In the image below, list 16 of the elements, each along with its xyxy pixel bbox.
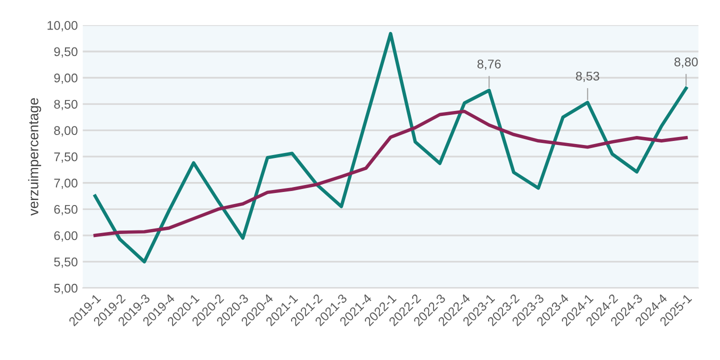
y-axis-title: verzuimpercentage <box>28 98 42 216</box>
y-tick-label: 5,00 <box>54 284 78 294</box>
y-tick-label: 5,50 <box>54 258 78 268</box>
line-series <box>93 110 688 238</box>
y-tick-label: 9,00 <box>54 74 78 84</box>
y-tick-label: 8,50 <box>54 100 78 110</box>
data-label: 8,80 <box>674 58 698 68</box>
y-tick-label: 10,00 <box>48 21 78 32</box>
y-tick-label: 6,50 <box>54 204 78 216</box>
y-tick-label: 8,00 <box>54 126 78 136</box>
data-label: 8,53 <box>576 72 600 82</box>
y-tick-label: 7,00 <box>54 178 78 190</box>
y-tick-label: 6,00 <box>54 231 78 242</box>
y-tick-label: 9,50 <box>54 47 78 58</box>
y-tick-label: 7,50 <box>54 152 78 163</box>
data-label: 8,76 <box>477 60 501 70</box>
